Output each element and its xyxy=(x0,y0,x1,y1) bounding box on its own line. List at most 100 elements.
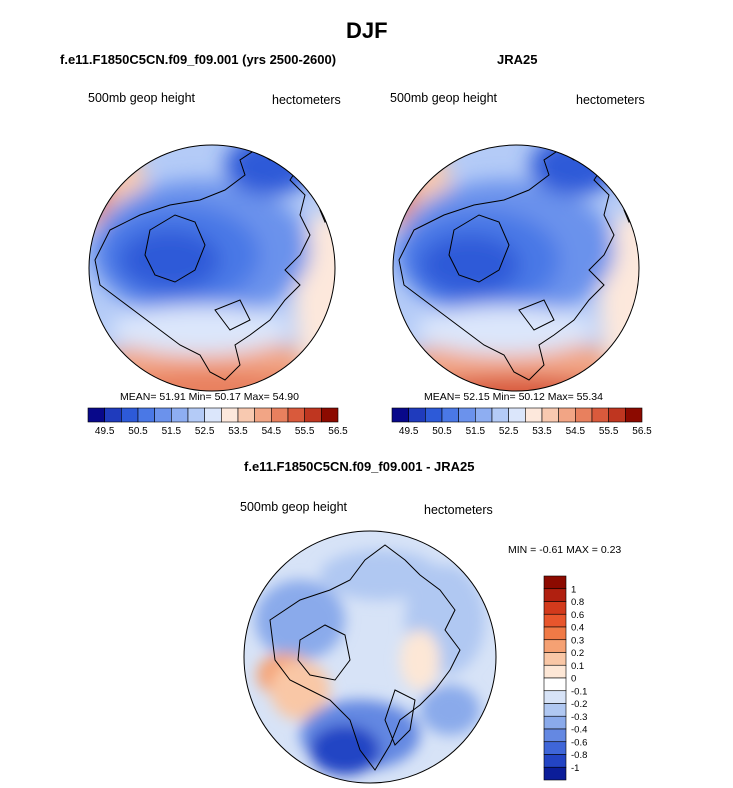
colorbar-difference-swatch xyxy=(543,664,567,679)
panel-c-title: f.e11.F1850C5CN.f09_f09.001 - JRA25 xyxy=(244,459,475,474)
colorbar-jra25-swatch xyxy=(591,407,609,423)
colorbar-jra25-tick-label: 56.5 xyxy=(632,426,652,437)
panel-b-min-label: Min= xyxy=(492,391,516,403)
colorbar-model-swatch xyxy=(304,407,322,423)
panel-a-title: f.e11.F1850C5CN.f09_f09.001 (yrs 2500-26… xyxy=(60,52,337,67)
panel-a-left-label: 500mb geop height xyxy=(88,91,196,105)
colorbar-model-swatch xyxy=(204,407,222,423)
panel-a-max-label: Max= xyxy=(243,391,270,403)
colorbar-difference-swatch xyxy=(543,677,567,692)
colorbar-difference-tick-label: -0.2 xyxy=(571,699,587,710)
colorbar-model-swatch xyxy=(154,407,172,423)
colorbar-model-swatch xyxy=(271,407,289,423)
panel-b-mean-label: MEAN= xyxy=(424,391,461,403)
colorbar-model-swatch xyxy=(87,407,105,423)
colorbar-difference-swatch xyxy=(543,728,567,743)
colorbar-difference-swatch xyxy=(543,639,567,653)
colorbar-difference-tick-label: -0.6 xyxy=(571,737,587,748)
colorbar-model-swatch xyxy=(171,407,189,423)
colorbar-jra25-swatch xyxy=(525,407,543,423)
colorbar-jra25-tick-label: 50.5 xyxy=(432,426,452,437)
colorbar-jra25-tick-label: 54.5 xyxy=(566,426,586,437)
panel-a-right-label: hectometers xyxy=(272,93,341,107)
panel-c-max-value: 0.23 xyxy=(600,544,622,556)
panel-c-min-value: -0.61 xyxy=(539,544,564,556)
panel-b-max-label: Max= xyxy=(547,391,574,403)
colorbar-difference-tick-label: -0.8 xyxy=(571,750,587,761)
colorbar-difference-swatch xyxy=(543,741,567,755)
colorbar-difference-tick-label: 0 xyxy=(571,674,576,685)
colorbar-difference-tick-label: 0.8 xyxy=(571,597,584,608)
colorbar-difference-swatch xyxy=(543,766,567,781)
colorbar-model-tick-label: 52.5 xyxy=(195,426,215,437)
panel-c-max-label: MAX = xyxy=(566,544,598,556)
colorbar-model-swatch xyxy=(287,407,305,423)
colorbar-jra25-swatch xyxy=(491,407,509,423)
panel-a-min-value: 50.17 xyxy=(214,391,241,403)
panel-b-mean-value: 52.15 xyxy=(463,391,490,403)
colorbar-jra25-swatch xyxy=(625,407,643,423)
map-panel-difference xyxy=(244,531,496,783)
colorbar-model-tick-label: 54.5 xyxy=(262,426,282,437)
colorbar-difference-swatch xyxy=(543,652,567,666)
colorbar-difference-swatch xyxy=(543,626,567,641)
panel-c-right-label: hectometers xyxy=(424,503,493,517)
colorbar-jra25-swatch xyxy=(541,407,559,423)
colorbar-difference-swatch xyxy=(543,690,567,704)
colorbar-jra25-tick-label: 55.5 xyxy=(599,426,619,437)
colorbar-model-tick-label: 56.5 xyxy=(328,426,348,437)
colorbar-jra25: 49.5 50.5 51.5 52.5 53.5 54.5 55.5 56.5 xyxy=(391,407,652,437)
colorbar-jra25-tick-label: 52.5 xyxy=(499,426,519,437)
colorbar-model-tick-label: 51.5 xyxy=(162,426,182,437)
colorbar-difference-tick-label: -1 xyxy=(571,763,579,774)
colorbar-difference-tick-label: 0.6 xyxy=(571,610,584,621)
colorbar-model-tick-label: 50.5 xyxy=(128,426,148,437)
colorbar-jra25-swatch xyxy=(458,407,476,423)
panel-b-right-label: hectometers xyxy=(576,93,645,107)
colorbar-model-tick-label: 55.5 xyxy=(295,426,315,437)
colorbar-difference-swatch xyxy=(543,613,567,628)
colorbar-difference-tick-label: 0.2 xyxy=(571,648,584,659)
panel-c-left-label: 500mb geop height xyxy=(240,500,348,514)
colorbar-difference-tick-label: 0.3 xyxy=(571,635,584,646)
panel-b-left-label: 500mb geop height xyxy=(390,91,498,105)
colorbar-model-tick-label: 53.5 xyxy=(228,426,248,437)
colorbar-jra25-tick-label: 51.5 xyxy=(466,426,486,437)
colorbar-difference-tick-label: -0.1 xyxy=(571,686,587,697)
colorbar-model-swatch xyxy=(121,407,139,423)
colorbar-model-swatch xyxy=(254,407,272,423)
figure-title: DJF xyxy=(346,18,388,43)
colorbar-model-swatch xyxy=(321,407,339,423)
panel-c-stats: MIN = -0.61 MAX = 0.23 xyxy=(508,544,621,556)
colorbar-difference-swatch xyxy=(543,588,567,602)
panel-b-title: JRA25 xyxy=(497,52,538,67)
colorbar-model-swatch xyxy=(221,407,239,423)
panel-a-stats: MEAN= 51.91 Min= 50.17 Max= 54.90 xyxy=(120,391,299,403)
colorbar-difference: 1 0.8 0.6 0.40.3 0.2 0.1 0-0.1 -0.2 -0.3 -0.4-0.6… xyxy=(543,575,587,781)
panel-b-min-value: 50.12 xyxy=(518,391,545,403)
colorbar-difference-swatch xyxy=(543,575,567,590)
colorbar-difference-tick-label: -0.4 xyxy=(571,725,587,736)
colorbar-jra25-swatch xyxy=(441,407,459,423)
colorbar-jra25-swatch xyxy=(608,407,626,423)
colorbar-model-swatch xyxy=(187,407,205,423)
colorbar-jra25-swatch xyxy=(408,407,426,423)
panel-a-min-label: Min= xyxy=(188,391,212,403)
colorbar-difference-swatch xyxy=(543,754,567,768)
colorbar-difference-swatch xyxy=(543,715,567,730)
colorbar-jra25-swatch xyxy=(425,407,443,423)
colorbar-jra25-tick-label: 49.5 xyxy=(399,426,419,437)
panel-a-mean-value: 51.91 xyxy=(159,391,186,403)
colorbar-difference-tick-label: -0.3 xyxy=(571,712,587,723)
panel-b-stats: MEAN= 52.15 Min= 50.12 Max= 55.34 xyxy=(424,391,603,403)
colorbar-model-tick-label: 49.5 xyxy=(95,426,115,437)
colorbar-jra25-tick-label: 53.5 xyxy=(532,426,552,437)
panel-b-max-value: 55.34 xyxy=(576,391,603,403)
colorbar-model-swatch xyxy=(104,407,122,423)
colorbar-jra25-swatch xyxy=(558,407,576,423)
colorbar-jra25-swatch xyxy=(508,407,526,423)
colorbar-difference-tick-label: 0.1 xyxy=(571,661,584,672)
colorbar-difference-tick-label: 0.4 xyxy=(571,623,584,634)
